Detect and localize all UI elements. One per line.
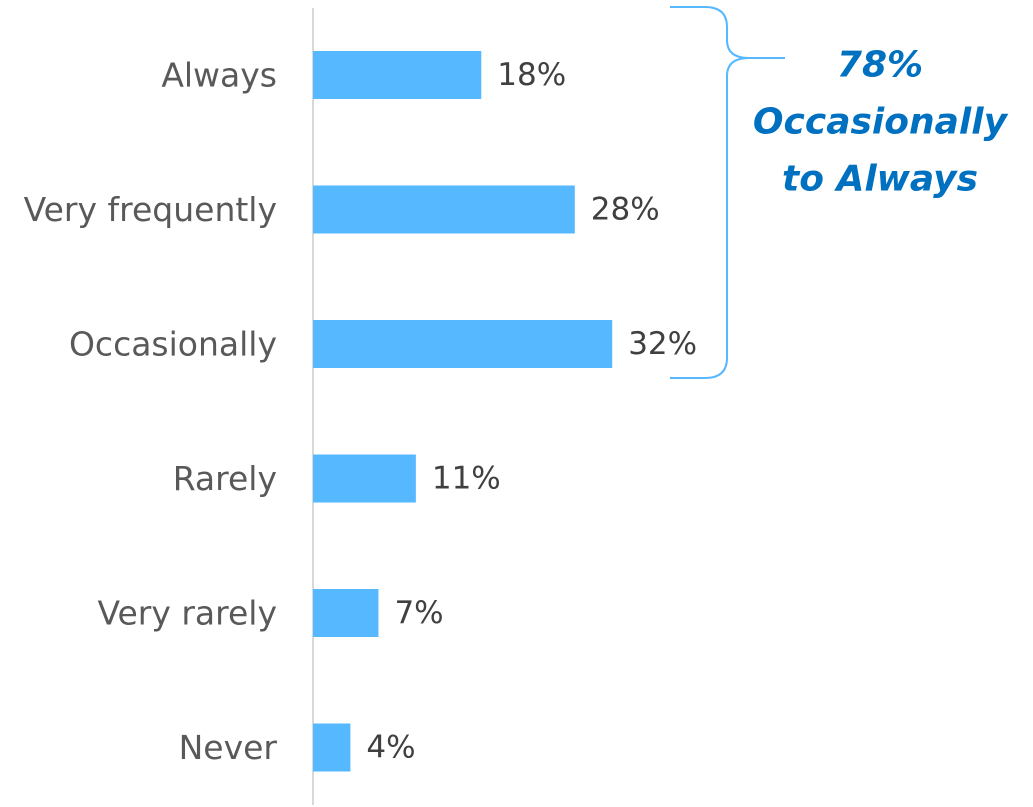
bar-never xyxy=(313,723,351,772)
bar-occasionally xyxy=(313,320,613,368)
category-label: Very frequently xyxy=(24,190,277,229)
value-label: 32% xyxy=(628,326,697,362)
bar-very-rarely xyxy=(313,589,379,637)
category-label: Occasionally xyxy=(69,325,277,364)
bar-always xyxy=(313,51,482,99)
value-label: 18% xyxy=(497,57,566,93)
value-label: 4% xyxy=(366,730,415,766)
value-label: 11% xyxy=(432,461,501,497)
annotation-bracket xyxy=(670,6,785,379)
category-label: Always xyxy=(161,56,277,95)
annotation-line: to Always xyxy=(782,159,978,200)
value-label: 7% xyxy=(394,595,443,631)
bar-rarely xyxy=(313,454,416,503)
labels-group: Always 18% Very frequently 28% Occasionally 3… xyxy=(24,56,697,768)
category-label: Never xyxy=(179,728,278,767)
annotation-line: Occasionally xyxy=(753,102,1009,143)
bars-group xyxy=(313,51,613,772)
category-label: Very rarely xyxy=(97,594,277,633)
value-label: 28% xyxy=(591,192,660,228)
annotation-group: 78% Occasionally to Always xyxy=(753,45,1009,200)
annotation-line: 78% xyxy=(837,45,923,86)
bar-very-frequently xyxy=(313,185,575,234)
category-label: Rarely xyxy=(173,459,277,498)
